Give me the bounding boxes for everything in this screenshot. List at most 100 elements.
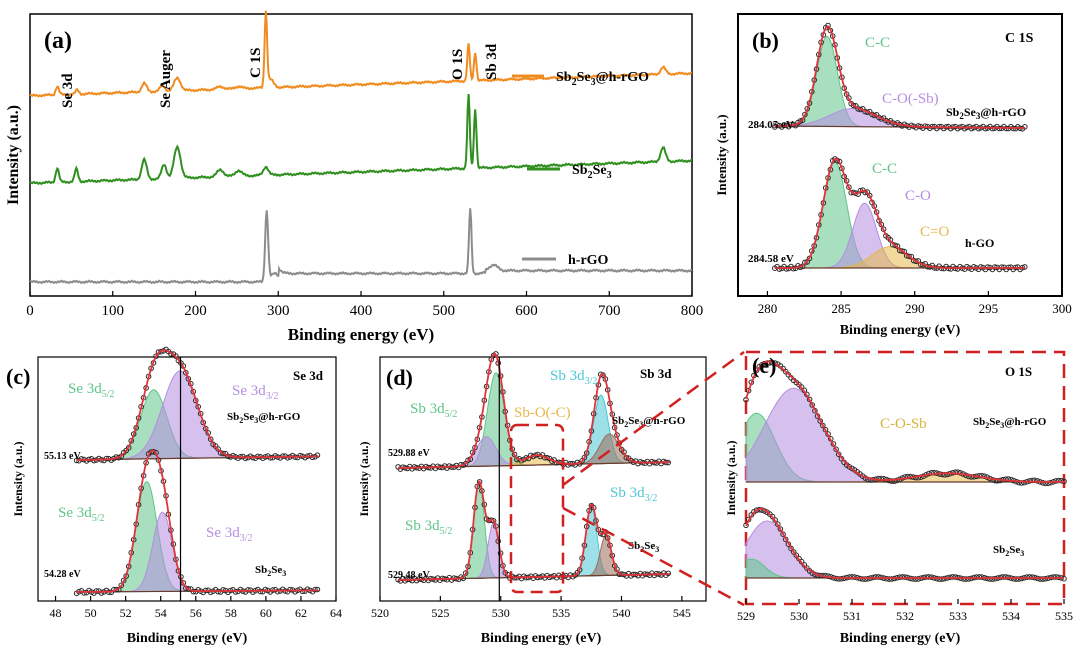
- data-point: [1022, 124, 1028, 130]
- data-point: [242, 455, 249, 462]
- fit-curve: [398, 352, 670, 469]
- panel-e-bot-sample: Sb2Se3: [993, 544, 1024, 558]
- x-tick-label: 535: [552, 606, 570, 620]
- data-point: [220, 450, 226, 457]
- data-point: [274, 588, 281, 595]
- panel-d-title: Sb 3d: [640, 366, 672, 381]
- data-point: [859, 576, 866, 582]
- panel-b: 280 285 290 295 300 (b) C 1S C-C C-O(-Sb) C-…: [714, 13, 1072, 338]
- panel-c: 48 50 52 54 56 58 60 62 64 (c) Se 3d Se 3d5/2 Se…: [6, 346, 342, 646]
- data-point: [220, 587, 226, 593]
- data-point: [185, 586, 192, 592]
- panel-a: 0 100 200 300 400 500 600 700 800 (a) Se 3d Se A…: [5, 10, 703, 344]
- label-e-cosb: C-O-Sb: [880, 416, 927, 432]
- x-tick-label: 600: [515, 303, 538, 319]
- data-point: [1037, 576, 1043, 582]
- x-tick-label: 529: [737, 609, 755, 623]
- legend-label-hrgo: h-rGO: [568, 253, 609, 268]
- panel-a-ticks: 0 100 200 300 400 500 600 700 800: [26, 291, 703, 319]
- data-point: [825, 22, 831, 29]
- data-point: [1050, 574, 1057, 580]
- data-point: [949, 574, 956, 580]
- x-tick-label: 295: [979, 301, 999, 316]
- panel-d-tag: (d): [386, 365, 413, 390]
- fit-curve: [774, 25, 1026, 129]
- x-tick-label: 56: [190, 606, 202, 620]
- panel-d-xlabel: Binding energy (eV): [481, 631, 602, 646]
- series-line-sb2se3hrgo: [29, 10, 693, 98]
- data-point: [987, 576, 993, 582]
- data-point: [1053, 574, 1059, 580]
- label-c-bot-d32: Se 3d3/2: [206, 525, 253, 544]
- data-point: [1040, 576, 1046, 582]
- data-point: [1013, 576, 1020, 582]
- data-point: [1002, 574, 1009, 580]
- data-point: [926, 574, 932, 580]
- fit-curve: [76, 349, 318, 461]
- data-point: [782, 368, 789, 375]
- x-tick-label: 500: [433, 303, 456, 319]
- data-point: [153, 353, 159, 360]
- x-tick-label: 280: [758, 301, 778, 316]
- data-point: [232, 589, 239, 595]
- panel-b-top-value: 284.05 eV: [748, 119, 794, 131]
- data-point: [875, 574, 882, 580]
- data-point: [753, 507, 760, 514]
- data-point: [939, 471, 945, 478]
- data-point: [888, 576, 895, 582]
- x-tick-label: 290: [905, 301, 925, 316]
- x-tick-label: 100: [102, 303, 125, 319]
- label-c-bot-d52: Se 3d5/2: [58, 505, 105, 524]
- data-point: [207, 436, 214, 443]
- data-point: [1008, 476, 1014, 483]
- data-point: [1021, 479, 1027, 486]
- panel-e-tag: (e): [752, 353, 776, 378]
- x-tick-label: 400: [350, 303, 373, 319]
- x-tick-label: 0: [26, 303, 34, 319]
- data-point: [902, 574, 908, 580]
- data-point: [994, 478, 1001, 484]
- data-point: [777, 526, 784, 532]
- x-tick-label: 64: [330, 606, 342, 620]
- data-point: [976, 574, 983, 580]
- panel-b-bot-sample: h-GO: [965, 236, 994, 250]
- label-b-cosb: C-O(-Sb): [882, 91, 939, 107]
- panel-b-ylabel: Intensity (a.u.): [714, 114, 729, 195]
- panel-e-title: O 1S: [1005, 364, 1032, 379]
- peak-label-sb3d: Sb 3d: [484, 43, 500, 80]
- label-c-top-d52: Se 3d5/2: [68, 381, 115, 400]
- panel-d-series: [395, 351, 672, 601]
- data-point: [314, 452, 321, 459]
- data-point: [793, 552, 800, 559]
- panel-e-ticks: 529 530 531 532 533 534 535: [737, 599, 1073, 623]
- panel-d-top-sample: Sb2Se3@h-rGO: [612, 415, 686, 429]
- panel-b-title: C 1S: [1005, 31, 1034, 46]
- panel-c-tag: (c): [6, 364, 30, 389]
- data-point: [173, 353, 179, 359]
- panel-c-top-sample: Sb2Se3@h-rGO: [227, 411, 301, 425]
- data-point: [873, 574, 879, 580]
- panel-e-series: [743, 359, 1067, 582]
- panel-c-series: [73, 346, 321, 601]
- x-tick-label: 300: [1052, 301, 1072, 316]
- peak-label-se-auger: Se Auger: [158, 50, 174, 108]
- panel-e-top-sample: Sb2Se3@h-rGO: [973, 416, 1047, 430]
- panel-b-xlabel: Binding energy (eV): [840, 323, 961, 338]
- label-d-bot-d52: Sb 3d5/2: [405, 518, 452, 537]
- panel-c-ticks: 48 50 52 54 56 58 60 62 64: [50, 596, 342, 620]
- panel-b-tag: (b): [752, 28, 779, 53]
- data-point: [989, 576, 996, 582]
- label-d-top-d52: Sb 3d5/2: [410, 401, 457, 420]
- panel-b-bot-value: 284.58 eV: [748, 253, 794, 265]
- x-tick-label: 534: [1002, 609, 1020, 623]
- label-b-cc-top: C-C: [865, 35, 890, 51]
- data-point: [1000, 574, 1006, 580]
- data-point: [1053, 478, 1059, 484]
- data-point: [1026, 574, 1033, 580]
- data-point: [952, 574, 959, 580]
- panel-a-ylabel: Intensity (a.u.): [5, 105, 22, 205]
- x-tick-label: 530: [790, 609, 808, 623]
- x-tick-label: 540: [612, 606, 630, 620]
- data-point: [982, 125, 989, 132]
